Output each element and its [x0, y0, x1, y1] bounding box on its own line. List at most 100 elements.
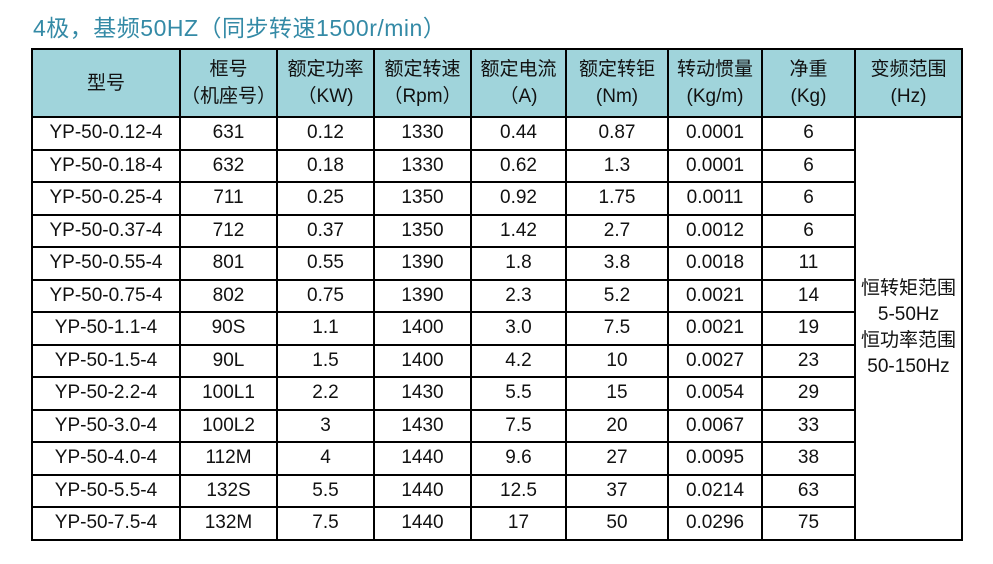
col-header-label: 净重 — [789, 59, 828, 80]
table-cell: 0.0214 — [667, 473, 763, 508]
col-header-label: 框号 — [209, 59, 248, 80]
table-cell: 1430 — [373, 408, 472, 443]
table-cell: 6 — [761, 148, 856, 183]
table-cell: 3.0 — [470, 311, 567, 346]
table-cell: 2.7 — [565, 213, 669, 248]
table-cell: 1330 — [373, 148, 472, 183]
table-cell: YP-50-1.5-4 — [31, 343, 181, 378]
table-cell: 0.0021 — [667, 311, 763, 346]
col-header-frame: 框号 （机座号） — [179, 48, 278, 118]
table-cell: 20 — [565, 408, 669, 443]
col-header-unit: （A) — [499, 86, 538, 107]
table-cell: 6 — [761, 116, 856, 151]
table-cell: 0.92 — [470, 181, 567, 216]
table-cell: YP-50-3.0-4 — [31, 408, 181, 443]
table-cell: 1.5 — [276, 343, 375, 378]
table-cell: YP-50-4.0-4 — [31, 441, 181, 476]
table-cell: 1390 — [373, 246, 472, 281]
table-cell: 0.18 — [276, 148, 375, 183]
table-cell: 50 — [565, 506, 669, 541]
table-cell: 9.6 — [470, 441, 567, 476]
motor-spec-table: 型号 框号 （机座号） 额定功率 （KW) 额定转速 （Rpm） 额定电流 — [31, 48, 963, 541]
table-cell: 2.3 — [470, 278, 567, 313]
table-cell: 1.3 — [565, 148, 669, 183]
table-cell: 12.5 — [470, 473, 567, 508]
col-header-unit: （KW) — [297, 86, 354, 107]
table-cell: 802 — [179, 278, 278, 313]
table-cell: 132S — [179, 473, 278, 508]
table-cell: 0.0012 — [667, 213, 763, 248]
table-row: YP-50-2.2-4 100L1 2.2 1430 5.5 15 0.0054 29 — [31, 376, 962, 411]
col-header-unit: (Kg) — [790, 86, 827, 107]
table-cell: 0.12 — [276, 116, 375, 151]
table-cell: 90S — [179, 311, 278, 346]
table-cell: 38 — [761, 441, 856, 476]
table-cell: 0.0001 — [667, 148, 763, 183]
table-cell: 0.62 — [470, 148, 567, 183]
table-row: YP-50-0.12-4 631 0.12 1330 0.44 0.87 0.0001 6 恒转… — [31, 116, 963, 541]
table-cell: 0.0001 — [667, 116, 763, 151]
col-header-net-weight: 净重 (Kg) — [761, 48, 856, 118]
table-cell: YP-50-0.75-4 — [31, 278, 181, 313]
table-cell: 3.8 — [565, 246, 669, 281]
freq-range-note-line: 恒功率范围 — [860, 330, 956, 352]
col-header-label: 型号 — [86, 72, 125, 94]
table-cell: 1330 — [373, 116, 472, 151]
table-cell: 0.0067 — [667, 408, 763, 443]
table-row: YP-50-4.0-4 112M 4 1440 9.6 27 0.0095 38 — [31, 441, 962, 476]
table-cell: 5.5 — [276, 473, 375, 508]
table-row: YP-50-1.5-4 90L 1.5 1400 4.2 10 0.0027 23 — [31, 343, 962, 378]
table-cell: 1.42 — [470, 213, 567, 248]
table-cell: 7.5 — [276, 506, 375, 541]
table-cell: YP-50-0.37-4 — [31, 213, 181, 248]
col-header-unit: (Nm) — [595, 86, 639, 107]
table-cell: 1430 — [373, 376, 472, 411]
table-cell: 1440 — [373, 473, 472, 508]
table-row: YP-50-1.1-4 90S 1.1 1400 3.0 7.5 0.0021 19 — [31, 311, 962, 346]
table-cell: YP-50-2.2-4 — [31, 376, 181, 411]
table-cell: 100L2 — [179, 408, 278, 443]
table-cell: 1440 — [373, 506, 472, 541]
table-cell: 0.55 — [276, 246, 375, 281]
table-cell: 1350 — [373, 213, 472, 248]
table-cell: 4 — [276, 441, 375, 476]
table-cell: 11 — [761, 246, 856, 281]
table-cell: 0.0095 — [667, 441, 763, 476]
col-header-model: 型号 — [31, 48, 181, 118]
table-cell: 75 — [761, 506, 856, 541]
freq-range-note-line: 5-50Hz — [877, 304, 940, 326]
table-cell: 100L1 — [179, 376, 278, 411]
table-cell: YP-50-0.25-4 — [31, 181, 181, 216]
col-header-label: 转动惯量 — [676, 59, 753, 80]
col-header-label: 额定电流 — [480, 59, 557, 80]
table-cell: YP-50-1.1-4 — [31, 311, 181, 346]
table-cell: YP-50-7.5-4 — [31, 506, 181, 541]
table-cell: 112M — [179, 441, 278, 476]
col-header-label: 额定转钜 — [578, 59, 655, 80]
table-row: YP-50-0.55-4 801 0.55 1390 1.8 3.8 0.0018 11 — [31, 246, 962, 281]
table-cell: YP-50-0.18-4 — [31, 148, 181, 183]
col-header-label: 额定功率 — [287, 59, 364, 80]
table-cell: 1.8 — [470, 246, 567, 281]
freq-range-note-line: 恒转矩范围 — [860, 278, 956, 300]
table-cell: 29 — [761, 376, 856, 411]
table-cell: 23 — [761, 343, 856, 378]
table-cell: 4.2 — [470, 343, 567, 378]
col-header-label: 额定转速 — [384, 59, 461, 80]
table-cell: 17 — [470, 506, 567, 541]
table-cell: 0.75 — [276, 278, 375, 313]
table-cell: 5.2 — [565, 278, 669, 313]
table-cell: 0.0027 — [667, 343, 763, 378]
table-cell: 33 — [761, 408, 856, 443]
table-cell: 1350 — [373, 181, 472, 216]
table-cell: 5.5 — [470, 376, 567, 411]
table-cell: 0.0018 — [667, 246, 763, 281]
table-row: YP-50-0.75-4 802 0.75 1390 2.3 5.2 0.0021 14 — [31, 278, 962, 313]
table-cell: 0.87 — [565, 116, 669, 151]
col-header-rated-current: 额定电流 （A) — [470, 48, 567, 118]
table-cell: 711 — [179, 181, 278, 216]
table-cell: 632 — [179, 148, 278, 183]
table-row: YP-50-0.37-4 712 0.37 1350 1.42 2.7 0.0012 6 — [31, 213, 962, 248]
table-cell: 0.37 — [276, 213, 375, 248]
table-row: YP-50-5.5-4 132S 5.5 1440 12.5 37 0.0214 63 — [31, 473, 962, 508]
